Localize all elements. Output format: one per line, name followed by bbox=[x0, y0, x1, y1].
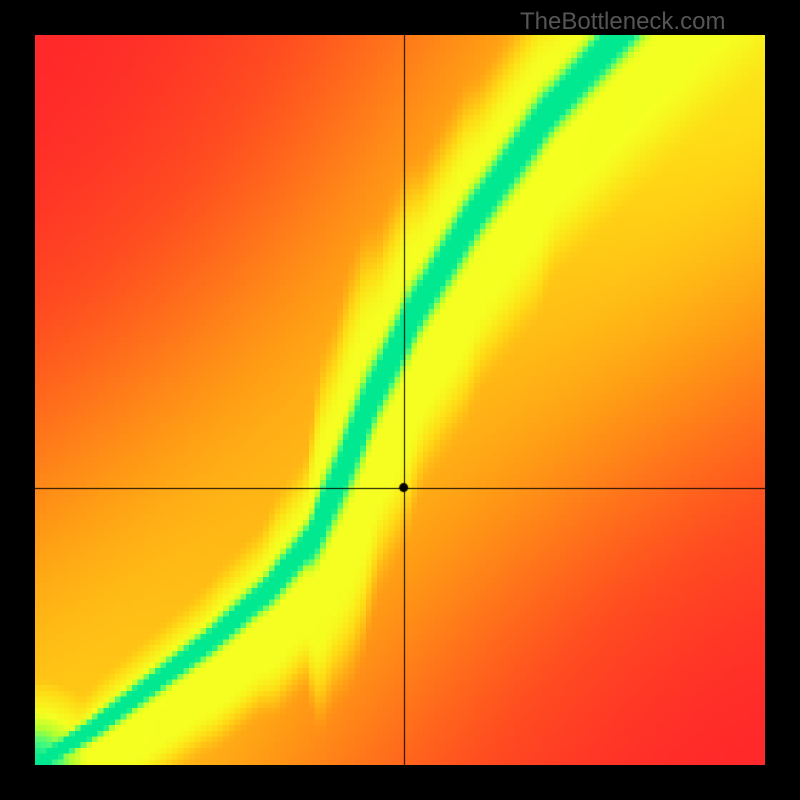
watermark-text: TheBottleneck.com bbox=[520, 8, 725, 36]
bottleneck-heatmap bbox=[35, 35, 765, 765]
chart-container: TheBottleneck.com bbox=[0, 0, 800, 800]
